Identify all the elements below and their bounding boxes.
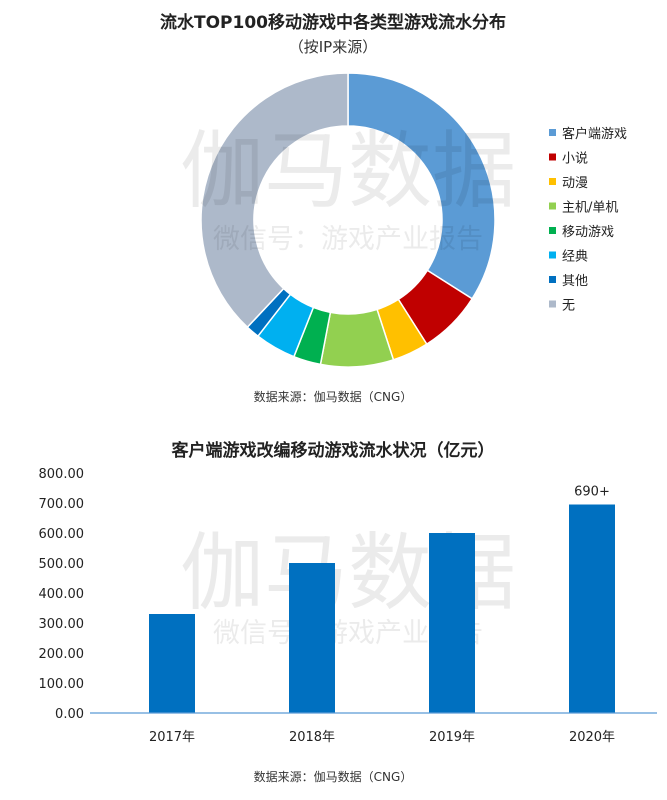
legend-swatch-5 [549,251,556,259]
legend-swatch-2 [549,178,556,185]
bar-chart: 客户端游戏改编移动游戏流水状况（亿元） 0.00 100.00 200.00 300.… [39,440,657,784]
y-tick-label-3: 300.00 [39,617,85,632]
legend-label-7: 无 [562,299,575,314]
watermark-brand-top: 伽马数据 [180,122,516,220]
x-tick-label-0: 2017年 [149,730,195,745]
bar-source: 数据来源：伽马数据（CNG） [254,769,413,784]
y-tick-label-1: 100.00 [39,677,85,692]
bar-title: 客户端游戏改编移动游戏流水状况（亿元） [171,440,495,461]
legend-label-5: 经典 [562,250,588,265]
donut-source: 数据来源：伽马数据（CNG） [254,389,413,404]
y-tick-label-0: 0.00 [55,707,84,722]
y-tick-label-2: 200.00 [39,647,85,662]
y-tick-label-6: 600.00 [39,527,85,542]
legend-label-3: 主机/单机 [562,201,618,216]
x-axis: 2017年 2018年 2019年 2020年 [149,730,615,745]
donut-slice-7 [200,72,349,329]
donut-title: 流水TOP100移动游戏中各类型游戏流水分布 [160,12,506,33]
watermark-sub-top: 微信号：游戏产业报告 [213,224,483,255]
legend-label-1: 小说 [562,152,588,167]
y-axis: 0.00 100.00 200.00 300.00 400.00 500.00 600.00… [39,467,85,722]
y-tick-label-7: 700.00 [39,497,85,512]
x-tick-label-1: 2018年 [289,730,335,745]
bar-3 [569,504,615,713]
donut-chart: 流水TOP100移动游戏中各类型游戏流水分布 （按IP来源） 客户端游戏小说动漫… [160,12,627,404]
bar-1 [289,563,335,713]
bar-data-label-3: 690+ [574,485,610,500]
x-tick-label-3: 2020年 [569,730,615,745]
legend-swatch-7 [549,300,556,308]
bars: 690+ [149,485,615,713]
bar-2 [429,533,475,713]
y-tick-label-4: 400.00 [39,587,85,602]
legend-swatch-1 [549,153,556,161]
legend-swatch-0 [549,129,556,136]
donut-slice-0 [347,72,496,300]
bar-0 [149,614,195,713]
y-tick-label-8: 800.00 [39,467,85,482]
legend-label-2: 动漫 [562,176,588,191]
legend-swatch-6 [549,276,556,283]
legend-label-6: 其他 [562,274,588,289]
legend-swatch-3 [549,202,556,210]
donut-subtitle: （按IP来源） [289,38,377,56]
y-tick-label-5: 500.00 [39,557,85,572]
donut-slices [200,72,496,368]
legend-label-4: 移动游戏 [562,225,614,240]
x-tick-label-2: 2019年 [429,730,475,745]
legend-label-0: 客户端游戏 [562,126,627,142]
legend-swatch-4 [549,227,556,234]
